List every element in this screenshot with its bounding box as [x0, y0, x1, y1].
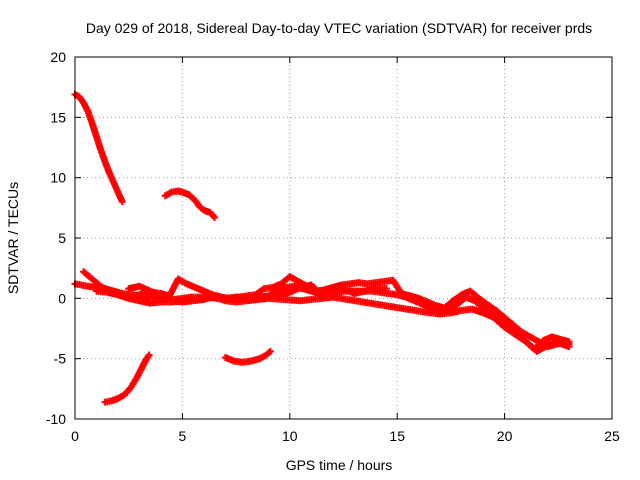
y-tick-label: 0 — [58, 290, 66, 306]
y-tick-label: 5 — [58, 230, 66, 246]
series-arc-d — [221, 347, 274, 366]
data-point — [145, 351, 153, 359]
series-arc-h — [92, 287, 573, 355]
axis-ticks: 0 5 10 15 20 25 -10 -5 0 5 10 15 20 — [46, 49, 620, 444]
series-arc-a — [71, 90, 126, 206]
data-point — [382, 285, 390, 293]
x-axis-label: GPS time / hours — [286, 457, 393, 473]
data-point — [266, 347, 274, 355]
data-points — [71, 90, 573, 406]
y-axis-label: SDTVAR / TECUs — [5, 182, 21, 294]
y-tick-label: 20 — [50, 49, 66, 65]
series-arc-f — [80, 268, 573, 351]
data-point — [118, 198, 126, 206]
x-tick-label: 5 — [179, 428, 187, 444]
y-tick-label: 15 — [50, 109, 66, 125]
x-tick-label: 25 — [604, 428, 620, 444]
y-tick-label: -10 — [46, 411, 66, 427]
chart-title: Day 029 of 2018, Sidereal Day-to-day VTE… — [86, 20, 592, 36]
data-point — [565, 343, 573, 351]
x-tick-label: 10 — [282, 428, 298, 444]
x-tick-label: 15 — [389, 428, 405, 444]
x-tick-label: 20 — [497, 428, 513, 444]
y-tick-label: -5 — [54, 351, 67, 367]
x-tick-label: 0 — [71, 428, 79, 444]
grid-lines — [75, 57, 612, 419]
y-tick-label: 10 — [50, 170, 66, 186]
series-arc-b — [161, 187, 219, 221]
series-arc-c — [101, 351, 153, 406]
data-point — [211, 213, 219, 221]
